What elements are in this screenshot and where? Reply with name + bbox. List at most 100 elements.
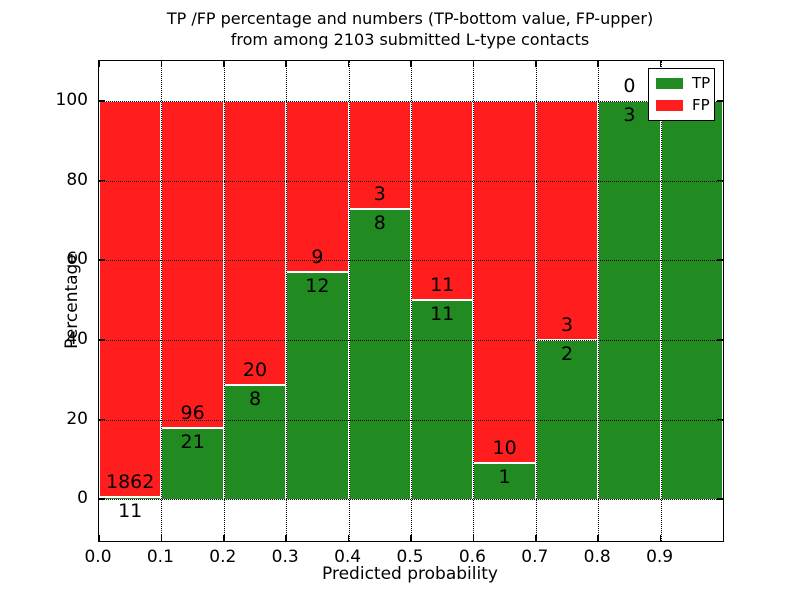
plot-area: 18621196212089123811111013203012 TP FP	[98, 60, 724, 542]
x-tick-label: 0.6	[458, 547, 486, 567]
chart-title-line2: from among 2103 submitted L-type contact…	[230, 30, 590, 49]
x-tick-label: 0.8	[583, 547, 611, 567]
x-tick-mark	[472, 61, 475, 67]
x-tick-label: 0.3	[271, 547, 299, 567]
fp-count-label: 10	[492, 436, 517, 459]
y-tick-mark	[717, 498, 723, 500]
bar-tp-segment	[535, 339, 599, 500]
y-tick-label: 0	[77, 488, 88, 509]
bar-fp-segment	[535, 100, 599, 340]
vertical-gridline	[348, 61, 350, 541]
x-tick-mark	[223, 535, 225, 541]
vertical-gridline	[286, 61, 288, 541]
x-tick-mark	[285, 61, 287, 67]
legend-label-tp: TP	[692, 74, 711, 92]
y-tick-label: 40	[66, 328, 88, 349]
legend-item-fp: FP	[656, 98, 710, 113]
tp-count-label: 2	[560, 342, 574, 365]
tp-count-label: 8	[373, 212, 386, 235]
tp-count-label: 1	[498, 465, 511, 488]
x-tick-label: 0.2	[209, 547, 237, 567]
fp-color-swatch	[656, 100, 683, 111]
x-tick-label: 0.4	[334, 547, 362, 567]
fp-count-label: 11	[430, 274, 455, 296]
y-tick-mark	[717, 259, 723, 261]
vertical-gridline	[411, 61, 412, 541]
y-axis-label: Percentage	[62, 253, 82, 349]
vertical-gridline	[598, 61, 600, 541]
bar-tp-segment	[411, 300, 474, 500]
tp-count-label: 3	[623, 103, 636, 126]
bar-tp-segment	[223, 385, 287, 500]
tp-count-label: 12	[305, 274, 330, 297]
bar-tp-segment	[286, 271, 349, 500]
y-tick-mark	[99, 179, 105, 182]
y-tick-label: 20	[66, 408, 88, 429]
bar-tp-segment	[348, 209, 411, 500]
chart-title: TP /FP percentage and numbers (TP-bottom…	[98, 8, 722, 50]
bar-tp-segment	[99, 496, 162, 500]
fp-count-label: 96	[180, 401, 205, 424]
x-tick-mark	[597, 61, 599, 67]
y-tick-mark	[99, 418, 105, 421]
x-tick-mark	[98, 535, 100, 541]
x-tick-mark	[285, 535, 287, 541]
bar-tp-segment	[598, 100, 661, 500]
x-tick-mark	[597, 535, 599, 541]
tp-color-swatch	[656, 78, 683, 89]
x-axis-label: Predicted probability	[322, 564, 498, 584]
x-tick-mark	[410, 61, 412, 67]
x-tick-mark	[160, 535, 163, 541]
bar-fp-segment	[473, 100, 536, 463]
tp-count-label: 11	[430, 303, 455, 325]
fp-count-label: 0	[623, 74, 636, 97]
y-tick-mark	[99, 100, 105, 102]
bar-tp-segment	[660, 100, 723, 500]
bar-fp-segment	[161, 100, 224, 428]
vertical-gridline	[535, 61, 537, 541]
vertical-gridline	[161, 61, 163, 541]
fp-count-label: 3	[560, 313, 574, 336]
x-tick-label: 0.1	[146, 547, 174, 567]
y-tick-mark	[717, 100, 723, 102]
tp-count-label: 11	[118, 499, 143, 522]
x-tick-mark	[223, 61, 225, 67]
x-tick-mark	[347, 535, 350, 541]
fp-count-label: 1862	[106, 470, 155, 493]
y-tick-label: 60	[66, 249, 88, 270]
x-tick-label: 0.0	[84, 547, 112, 567]
x-tick-mark	[410, 535, 412, 541]
fp-count-label: 9	[311, 245, 324, 268]
legend-item-tp: TP	[656, 76, 710, 91]
vertical-gridline	[473, 61, 475, 541]
y-tick-mark	[717, 339, 723, 341]
x-tick-mark	[98, 61, 100, 67]
x-tick-mark	[472, 535, 475, 541]
x-tick-mark	[347, 61, 350, 67]
chart-title-line1: TP /FP percentage and numbers (TP-bottom…	[166, 9, 654, 28]
bar-fp-segment	[223, 100, 287, 386]
y-tick-mark	[717, 418, 723, 421]
x-tick-label: 0.5	[396, 547, 424, 567]
y-tick-mark	[99, 339, 105, 341]
x-tick-mark	[160, 61, 163, 67]
legend: TP FP	[648, 68, 715, 121]
legend-label-fp: FP	[692, 96, 710, 114]
vertical-gridline	[223, 61, 225, 541]
y-tick-mark	[717, 179, 723, 182]
fp-count-label: 3	[373, 183, 386, 206]
tp-count-label: 21	[180, 430, 205, 453]
tp-count-label: 8	[248, 388, 262, 411]
vertical-gridline	[660, 61, 662, 541]
bar-fp-segment	[348, 100, 411, 210]
x-tick-mark	[535, 61, 537, 67]
y-tick-mark	[99, 498, 105, 500]
y-tick-label: 80	[66, 169, 88, 190]
bar-fp-segment	[99, 100, 162, 497]
x-tick-mark	[659, 535, 662, 541]
y-tick-mark	[99, 259, 105, 261]
x-tick-mark	[535, 535, 537, 541]
y-tick-label: 100	[55, 89, 88, 110]
fp-count-label: 20	[242, 359, 268, 382]
